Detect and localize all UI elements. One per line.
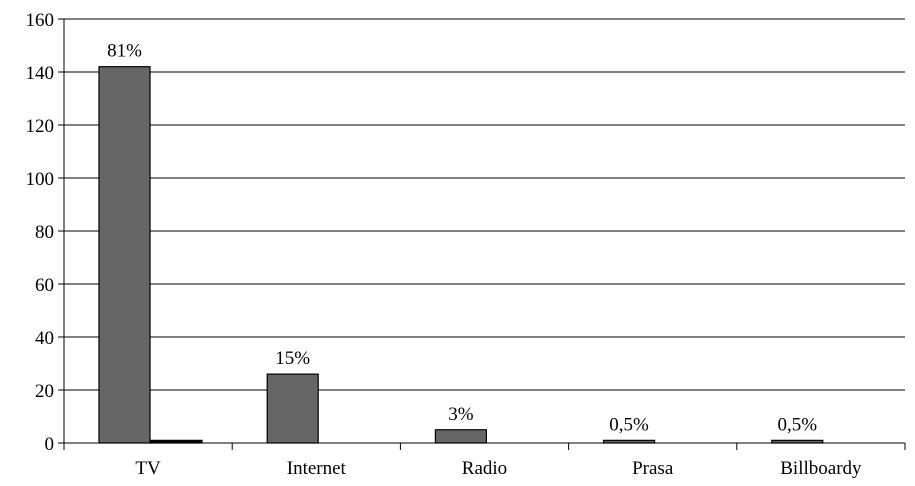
- bar-radio: [434, 429, 487, 444]
- y-tick-label: 40: [35, 328, 54, 349]
- bar-tv: [98, 66, 151, 444]
- data-label: 0,5%: [778, 414, 818, 435]
- y-tick-label: 0: [45, 434, 55, 455]
- data-label: 3%: [448, 404, 474, 425]
- axes: [58, 18, 906, 450]
- y-tick-label: 160: [26, 10, 55, 31]
- bars: [98, 66, 824, 444]
- y-tick-label: 100: [26, 169, 55, 190]
- x-tick-label: Billboardy: [780, 458, 862, 479]
- x-tick-label: Radio: [462, 458, 507, 479]
- y-tick-label: 20: [35, 381, 54, 402]
- data-label: 0,5%: [609, 414, 649, 435]
- y-tick-label: 120: [26, 116, 55, 137]
- x-tick-label: Internet: [287, 458, 347, 479]
- y-tick-label: 80: [35, 222, 54, 243]
- data-label: 81%: [107, 41, 142, 62]
- bar-internet: [266, 373, 319, 444]
- y-tick-label: 140: [26, 63, 55, 84]
- data-label: 15%: [275, 348, 310, 369]
- x-tick-label: TV: [135, 458, 161, 479]
- x-tick-label: Prasa: [632, 458, 674, 479]
- y-tick-label: 60: [35, 275, 54, 296]
- labels: 0 20 40 60 80 100 120 140 160 81% TV 15% Internet 3% R…: [26, 10, 863, 479]
- gridlines: [64, 18, 905, 391]
